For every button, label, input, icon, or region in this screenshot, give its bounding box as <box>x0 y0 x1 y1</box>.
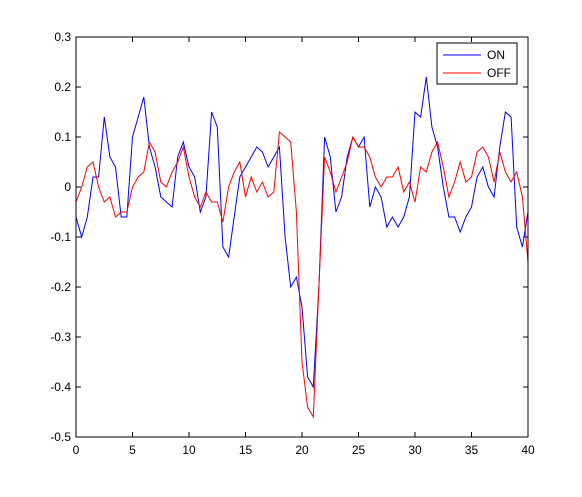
y-tick-label: -0.2 <box>50 280 71 294</box>
x-tick-label: 40 <box>521 443 535 457</box>
y-tick-label: -0.1 <box>50 230 71 244</box>
y-tick-label: -0.5 <box>50 430 71 444</box>
x-tick-label: 20 <box>295 443 309 457</box>
y-tick-label: -0.4 <box>50 380 71 394</box>
x-tick-label: 25 <box>352 443 366 457</box>
y-tick-label: 0 <box>64 180 71 194</box>
y-tick-label: 0.3 <box>54 30 71 44</box>
y-tick-label: -0.3 <box>50 330 71 344</box>
x-tick-label: 10 <box>182 443 196 457</box>
x-tick-label: 30 <box>408 443 422 457</box>
legend-label-off: OFF <box>487 66 511 80</box>
x-tick-label: 5 <box>129 443 136 457</box>
x-tick-label: 35 <box>465 443 479 457</box>
x-tick-label: 15 <box>239 443 253 457</box>
legend-label-on: ON <box>487 48 505 62</box>
y-tick-label: 0.2 <box>54 80 71 94</box>
legend: ON OFF <box>437 43 517 84</box>
y-tick-label: 0.1 <box>54 130 71 144</box>
x-tick-label: 0 <box>73 443 80 457</box>
